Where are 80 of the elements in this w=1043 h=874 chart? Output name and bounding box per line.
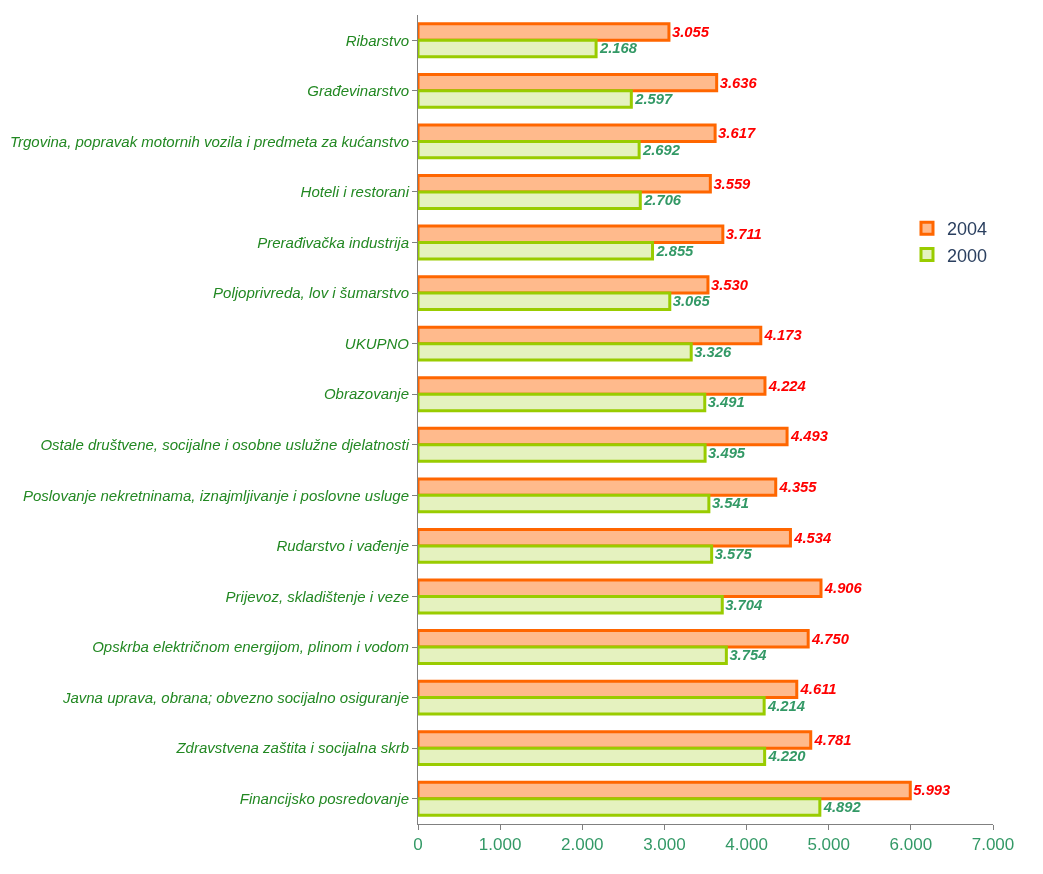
- data-label: 4.173: [763, 327, 803, 344]
- bar: [418, 342, 693, 362]
- data-label: 3.754: [729, 647, 767, 664]
- data-label: 3.495: [708, 444, 746, 461]
- bar: [418, 746, 767, 767]
- data-label: 2.597: [634, 90, 673, 107]
- data-label: 2.706: [643, 192, 682, 209]
- x-tick-label: 5.000: [807, 835, 850, 855]
- y-tick-label: Opskrba električnom energijom, plinom i vodom: [92, 638, 409, 656]
- bar: [418, 22, 671, 42]
- data-label: 4.224: [767, 377, 806, 394]
- legend-label: 2000: [947, 245, 988, 266]
- x-tick-label: 2.000: [561, 835, 604, 855]
- y-tick-label: Zdravstvena zaštita i socijalna skrb: [175, 739, 409, 757]
- y-tick-label: Prijevoz, skladištenje i veze: [225, 587, 409, 605]
- bar: [418, 443, 707, 463]
- y-tick-label: Hoteli i restorani: [300, 183, 410, 201]
- data-label: 3.541: [711, 495, 749, 512]
- data-label: 3.704: [725, 596, 763, 613]
- x-tick-label: 4.000: [725, 835, 768, 855]
- bar: [418, 38, 598, 59]
- bar: [418, 241, 655, 261]
- bar: [418, 797, 822, 817]
- bar: [418, 392, 707, 413]
- y-tick-label: Ribarstvo: [345, 31, 409, 49]
- x-tick-label: 0: [413, 835, 423, 855]
- y-tick-label: Poljoprivreda, lov i šumarstvo: [213, 284, 409, 302]
- y-tick-label: Ostale društvene, socijalne i osobne uslužne djelatnosti: [40, 436, 410, 454]
- data-label: 3.491: [707, 394, 745, 411]
- bar: [418, 696, 766, 716]
- data-label: 4.781: [813, 731, 852, 748]
- bar: [418, 477, 778, 497]
- data-label: 4.493: [789, 428, 829, 445]
- bar: [418, 291, 672, 312]
- bar: [418, 629, 810, 649]
- y-tick-label: Građevinarstvo: [307, 82, 409, 100]
- x-tick-label: 7.000: [971, 835, 1015, 855]
- data-label: 3.055: [671, 23, 710, 40]
- bar: [418, 139, 641, 160]
- y-tick-label: Prerađivačka industrija: [257, 233, 409, 251]
- bar: [418, 544, 714, 564]
- data-label: 4.355: [778, 479, 818, 496]
- y-tick-label: Rudarstvo i vađenje: [276, 537, 409, 555]
- data-label: 2.692: [641, 141, 681, 158]
- data-label: 4.892: [822, 798, 862, 815]
- y-tick-label: Poslovanje nekretninama, iznajmljivanje i poslovne usluge: [22, 486, 409, 504]
- data-label: 2.168: [598, 40, 638, 57]
- data-label: 2.855: [655, 242, 695, 259]
- data-label: 5.993: [913, 782, 952, 799]
- data-label: 3.711: [725, 226, 762, 243]
- data-label: 3.530: [710, 276, 749, 293]
- x-tick-label: 3.000: [643, 835, 686, 855]
- y-tick-label: Javna uprava, obrana; obvezno socijalno osiguranje: [61, 688, 409, 706]
- bar: [418, 89, 633, 109]
- data-label: 3.636: [719, 74, 758, 91]
- data-label: 4.611: [799, 681, 837, 698]
- legend-label: 2004: [947, 219, 988, 240]
- data-label: 4.534: [793, 529, 832, 546]
- data-label: 4.906: [823, 580, 863, 597]
- data-label: 4.220: [767, 748, 807, 765]
- y-tick-label: Trgovina, popravak motornih vozila i predmeta za kućanstvo: [9, 132, 409, 150]
- bar: [418, 190, 642, 210]
- bar: [418, 493, 711, 514]
- data-label: 3.065: [672, 293, 711, 310]
- y-tick-label: Financijsko posredovanje: [239, 789, 409, 807]
- bar: [418, 376, 767, 396]
- bar: [418, 594, 724, 615]
- y-tick-label: UKUPNO: [344, 334, 410, 352]
- data-label: 3.617: [718, 125, 756, 142]
- data-label: 4.214: [766, 697, 805, 714]
- data-label: 3.575: [714, 546, 753, 563]
- bar: [418, 645, 728, 665]
- bar: [418, 275, 710, 295]
- x-tick-label: 1.000: [478, 835, 522, 855]
- data-label: 3.559: [713, 175, 752, 192]
- y-tick-label: Obrazovanje: [323, 385, 409, 403]
- bar: [418, 123, 717, 143]
- x-tick-label: 6.000: [889, 835, 933, 855]
- data-label: 4.750: [811, 630, 850, 647]
- data-label: 3.326: [694, 343, 732, 360]
